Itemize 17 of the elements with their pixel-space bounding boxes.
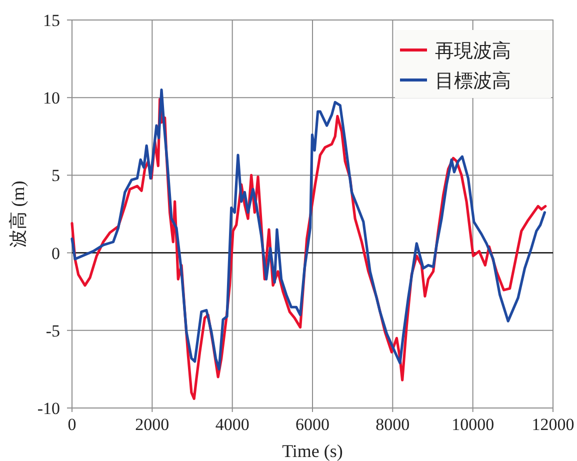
x-tick-label: 2000 — [135, 415, 170, 434]
legend-label: 目標波高 — [435, 70, 511, 92]
y-tick-label: -5 — [46, 321, 60, 340]
y-tick-label: 15 — [43, 11, 60, 30]
y-tick-label: -10 — [37, 399, 60, 418]
y-tick-label: 0 — [52, 244, 60, 263]
x-tick-label: 4000 — [215, 415, 250, 434]
x-tick-label: 6000 — [296, 415, 330, 434]
x-tick-label: 12000 — [532, 415, 574, 434]
y-axis-title: 波高 (m) — [8, 180, 28, 248]
x-tick-label: 8000 — [376, 415, 410, 434]
y-tick-label: 10 — [43, 88, 60, 108]
x-tick-label: 10000 — [452, 415, 494, 434]
x-tick-label: 0 — [68, 415, 76, 434]
y-tick-label: 5 — [52, 166, 60, 186]
legend-label: 再現波高 — [435, 40, 511, 62]
x-axis-title: Time (s) — [282, 441, 343, 461]
